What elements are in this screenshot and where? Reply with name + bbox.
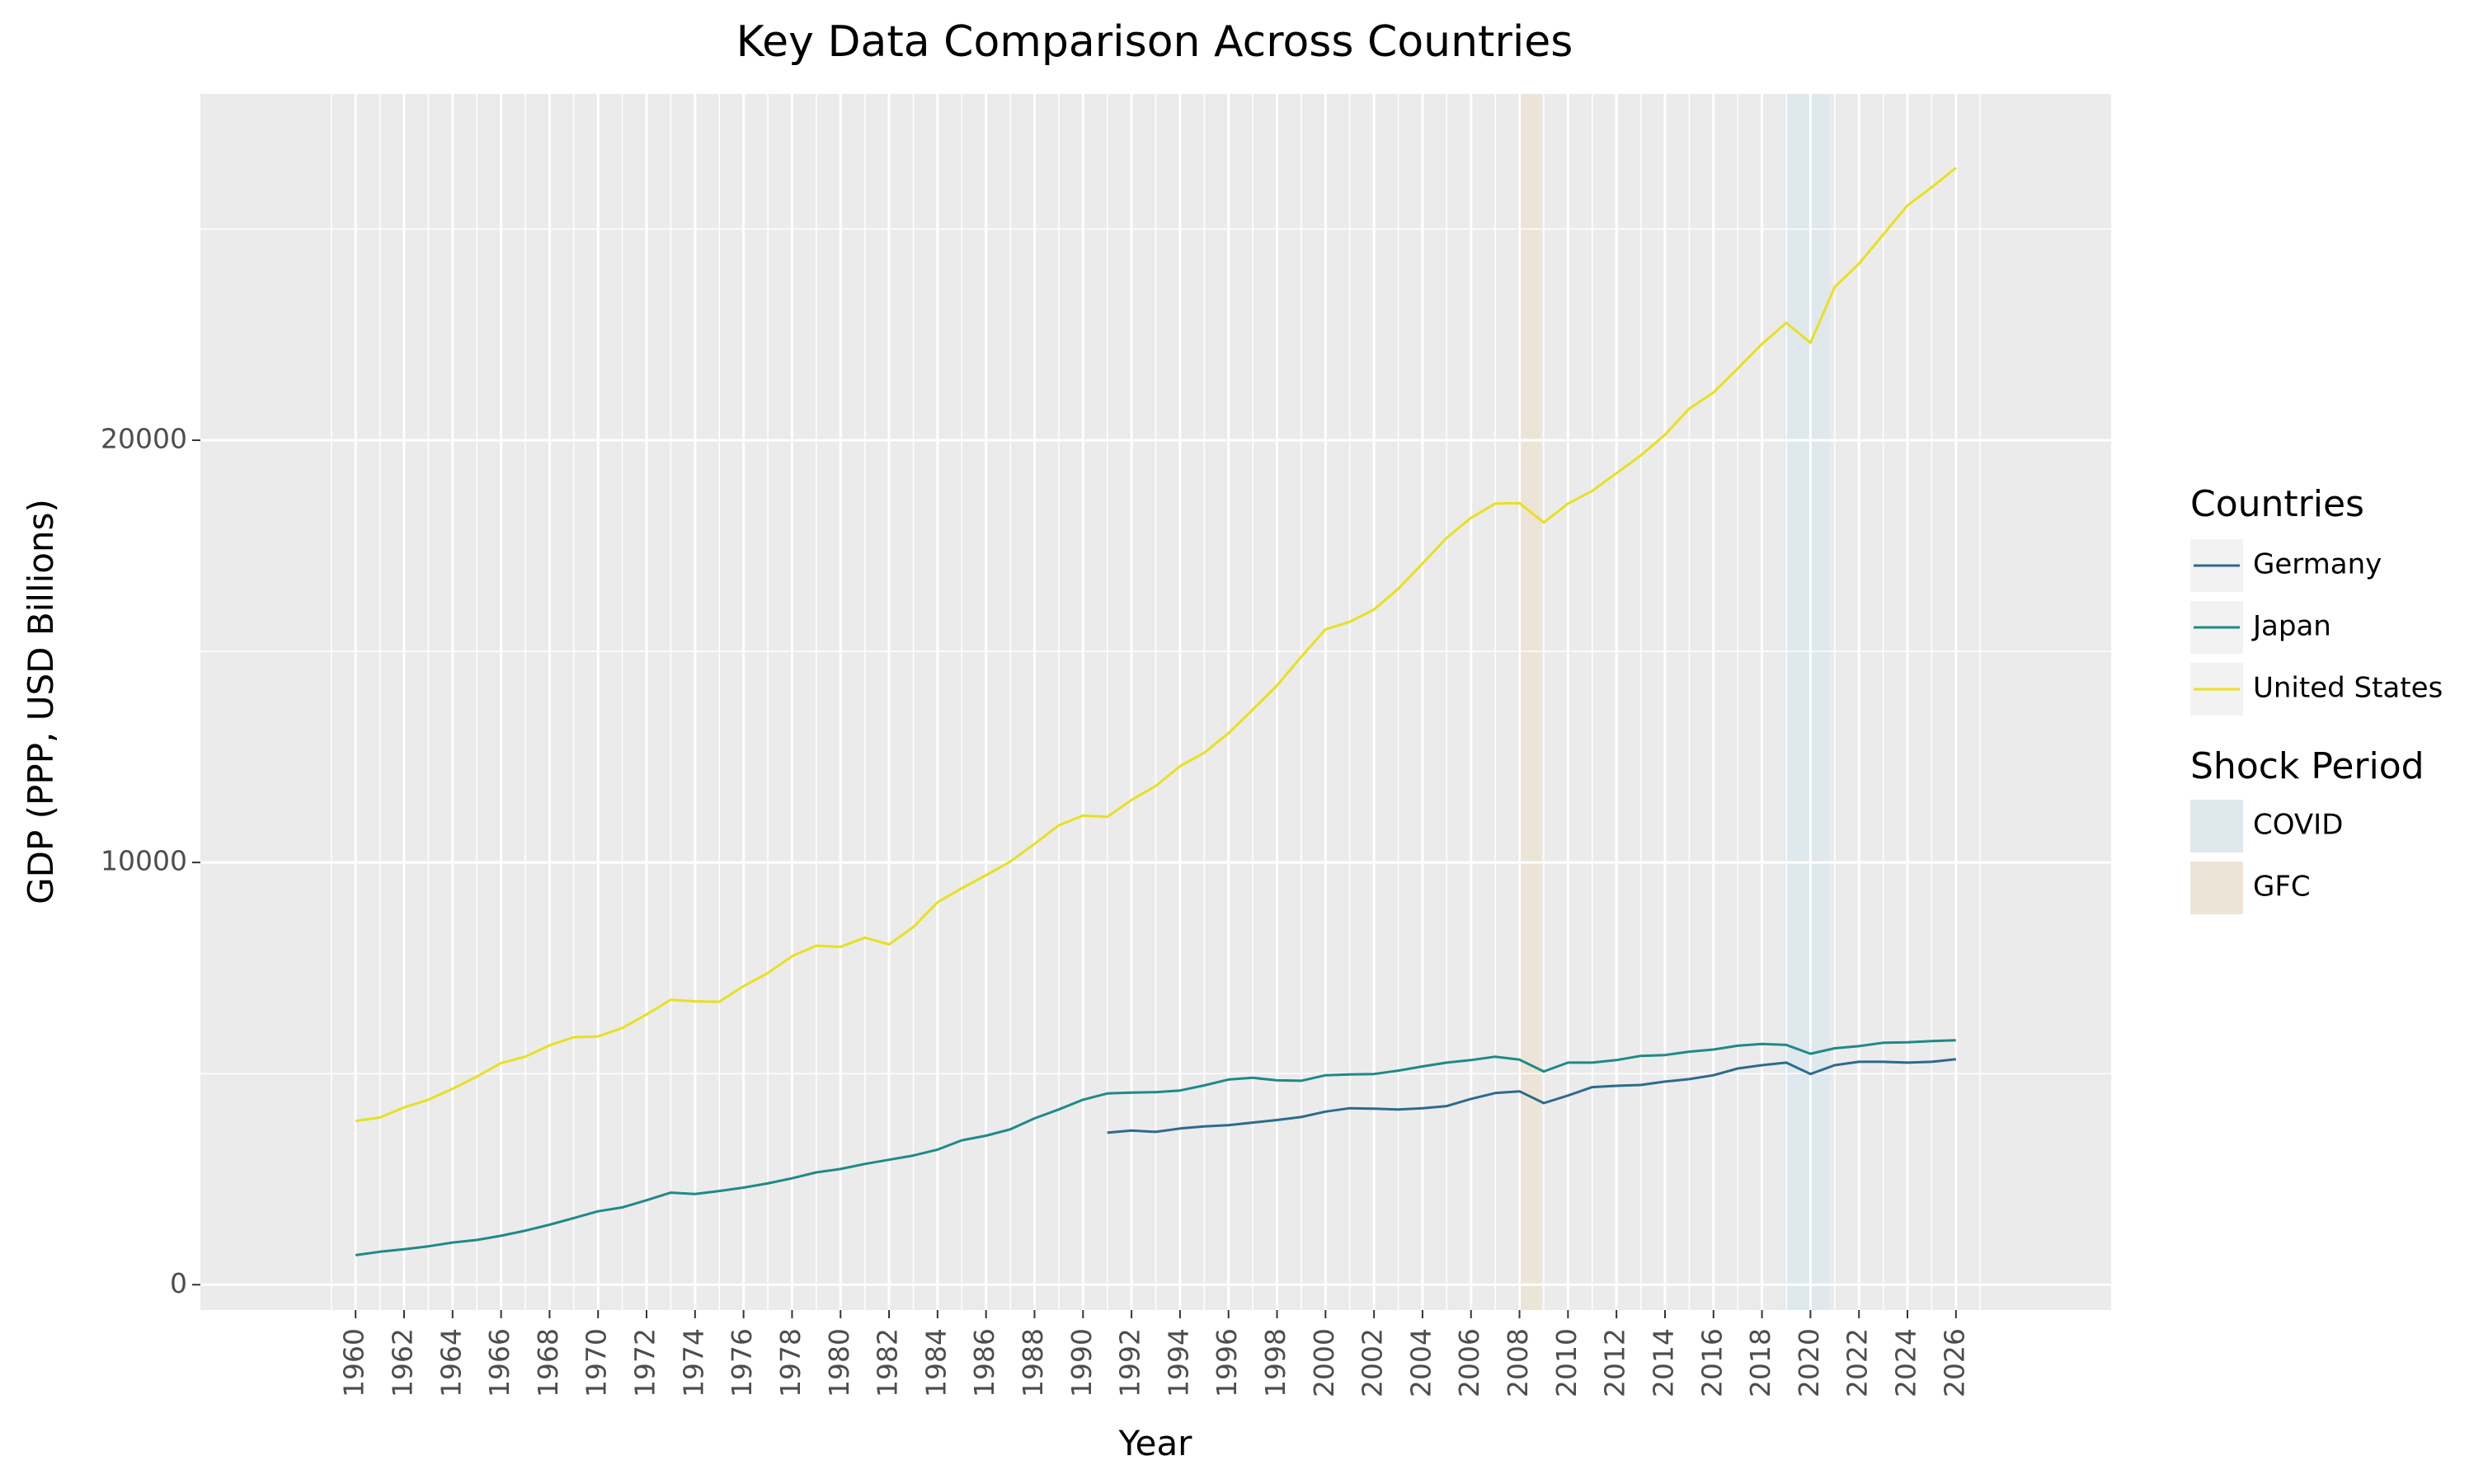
x-axis-title: Year (1118, 1423, 1193, 1463)
x-tick-label: 1968 (532, 1328, 564, 1397)
x-tick-label: 1962 (386, 1328, 418, 1397)
x-tick-label: 2018 (1744, 1328, 1776, 1397)
legend-label-japan: Japan (2251, 610, 2331, 643)
grid-lines (200, 94, 2111, 1310)
x-tick-label: 1996 (1211, 1328, 1243, 1397)
legend-label-united-states: United States (2253, 672, 2443, 705)
x-tick-label: 1970 (581, 1328, 613, 1397)
legend-label-covid: COVID (2253, 809, 2343, 842)
x-tick-label: 1960 (338, 1328, 370, 1397)
x-tick-label: 1990 (1065, 1328, 1098, 1397)
legend-title-countries: Countries (2190, 483, 2364, 525)
shock-band-covid (1784, 94, 1830, 1310)
x-tick-label: 1998 (1259, 1328, 1291, 1397)
legend-swatch-gfc (2190, 862, 2243, 914)
x-tick-label: 2020 (1793, 1328, 1825, 1397)
x-tick-label: 2022 (1841, 1328, 1874, 1397)
x-tick-label: 2008 (1502, 1328, 1534, 1397)
x-tick-label: 2006 (1453, 1328, 1485, 1397)
x-tick-label: 2016 (1696, 1328, 1728, 1397)
y-axis-title: GDP (PPP, USD Billions) (21, 499, 61, 904)
x-tick-label: 1978 (774, 1328, 807, 1397)
legend: Countries Germany Japan United States Shoc… (2190, 483, 2443, 914)
legend-shocks: COVID GFC (2190, 800, 2343, 914)
x-tick-label: 1988 (1017, 1328, 1049, 1397)
x-tick-label: 2010 (1550, 1328, 1583, 1397)
x-tick-label: 2000 (1308, 1328, 1340, 1397)
x-tick-label: 1966 (483, 1328, 515, 1397)
legend-swatch-covid (2190, 800, 2243, 852)
x-tick-label: 2026 (1938, 1328, 1970, 1397)
y-tick-label: 0 (170, 1267, 187, 1299)
shock-band-gfc (1517, 94, 1542, 1310)
y-tick-label: 20000 (101, 422, 187, 454)
x-tick-label: 1964 (435, 1328, 467, 1397)
legend-label-gfc: GFC (2253, 871, 2311, 904)
legend-label-germany: Germany (2253, 548, 2382, 581)
x-tick-label: 1982 (872, 1328, 904, 1397)
x-axis-ticks: 1960 1962 1964 1966 1968 1970 1972 1974 1976 1978… (338, 1310, 1970, 1397)
x-tick-label: 1976 (726, 1328, 758, 1397)
series-lines (355, 167, 1957, 1256)
y-axis-ticks: 0 10000 20000 (101, 422, 200, 1299)
x-tick-label: 1974 (677, 1328, 709, 1397)
chart-title: Key Data Comparison Across Countries (736, 17, 1573, 67)
legend-title-shock: Shock Period (2190, 745, 2425, 787)
legend-countries: Germany Japan United States (2190, 539, 2443, 716)
x-tick-label: 1986 (968, 1328, 1000, 1397)
x-tick-label: 1984 (920, 1328, 952, 1397)
x-tick-label: 2004 (1404, 1328, 1437, 1397)
shock-period-bands (1517, 94, 1830, 1310)
y-tick-label: 10000 (101, 845, 187, 877)
x-tick-label: 1972 (629, 1328, 661, 1397)
series-line-germany (1107, 1058, 1956, 1134)
x-tick-label: 2012 (1599, 1328, 1631, 1397)
x-tick-label: 1994 (1162, 1328, 1194, 1397)
series-line-japan (355, 1039, 1956, 1256)
x-tick-label: 1980 (823, 1328, 855, 1397)
x-tick-label: 1992 (1114, 1328, 1146, 1397)
x-tick-label: 2014 (1647, 1328, 1679, 1397)
x-tick-label: 2024 (1890, 1328, 1922, 1397)
x-tick-label: 2002 (1357, 1328, 1389, 1397)
series-line-united-states (355, 167, 1957, 1123)
